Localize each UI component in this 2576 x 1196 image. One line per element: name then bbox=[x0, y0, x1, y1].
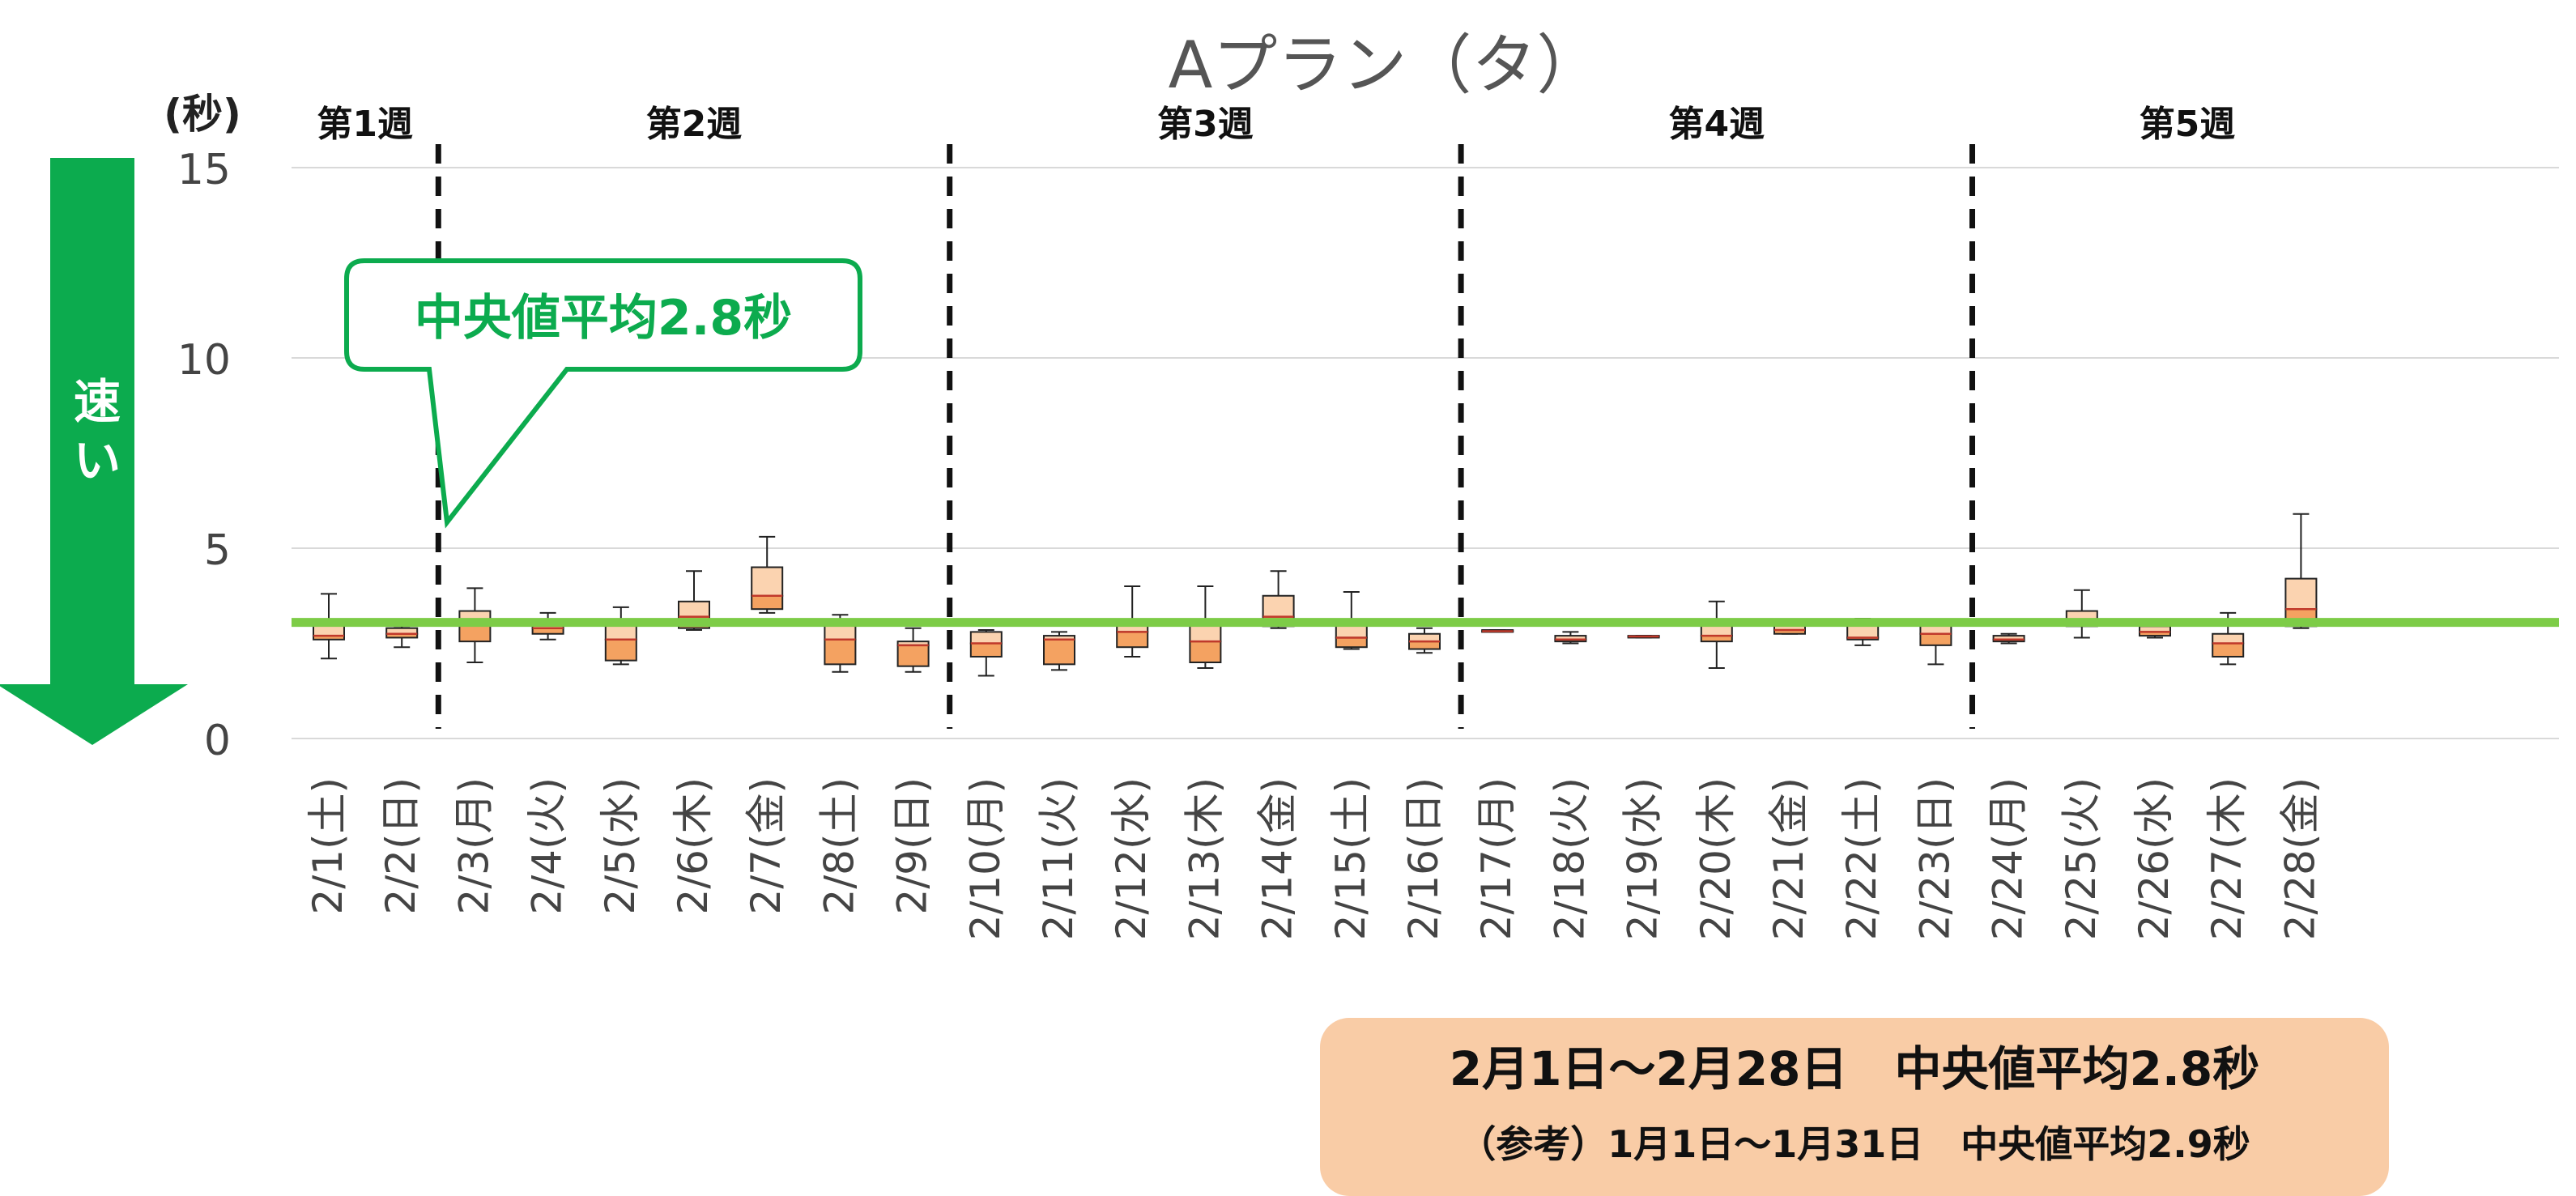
box-plot-item bbox=[1554, 631, 1587, 645]
week-label: 第2週 bbox=[646, 104, 743, 145]
speed-arrow-icon bbox=[0, 158, 188, 745]
chart-title: Aプラン（タ） bbox=[1169, 28, 1602, 103]
box-lower-quartile bbox=[1189, 641, 1222, 664]
box-lower-quartile bbox=[824, 638, 857, 666]
box-lower-quartile bbox=[1919, 632, 1952, 646]
x-tick-label: 2/13(木) bbox=[1181, 777, 1228, 940]
x-tick-label: 2/27(木) bbox=[2203, 777, 2250, 940]
x-tick-label: 2/17(月) bbox=[1473, 777, 1520, 940]
x-tick-label: 2/10(月) bbox=[962, 777, 1009, 940]
box-upper-quartile bbox=[678, 600, 710, 618]
speed-label-char: い bbox=[73, 432, 121, 488]
week-dividers: 第1週 第2週 第3週 第4週 第5週 bbox=[317, 104, 2235, 729]
x-tick-label: 2/12(水) bbox=[1108, 777, 1155, 940]
y-axis-tick-labels: 0 5 10 15 bbox=[177, 146, 231, 765]
x-tick-label: 2/19(水) bbox=[1620, 777, 1667, 940]
box-lower-quartile bbox=[969, 642, 1003, 658]
x-tick-label: 2/14(金) bbox=[1254, 777, 1301, 940]
box-upper-quartile bbox=[969, 631, 1003, 645]
box-plot-item bbox=[1992, 632, 2025, 645]
x-tick-label: 2/1(土) bbox=[304, 777, 351, 914]
x-tick-label: 2/18(火) bbox=[1546, 777, 1593, 940]
week-label: 第1週 bbox=[317, 104, 413, 145]
box-plot-item bbox=[1408, 627, 1441, 654]
x-tick-label: 2/9(日) bbox=[889, 777, 936, 914]
box-plot-item bbox=[2065, 589, 2098, 639]
x-axis-tick-labels: 2/1(土) 2/2(日) 2/3(月) 2/4(火) 2/5(水) 2/6(木) 2/7(… bbox=[304, 777, 2323, 940]
box-plot-item bbox=[604, 606, 637, 666]
y-tick-label: 15 bbox=[177, 146, 231, 194]
box-series bbox=[313, 513, 2318, 677]
x-tick-label: 2/7(金) bbox=[743, 777, 790, 914]
box-plot-item bbox=[385, 625, 419, 649]
x-tick-label: 2/20(木) bbox=[1692, 777, 1739, 940]
x-tick-label: 2/11(火) bbox=[1035, 777, 1082, 940]
box-lower-quartile bbox=[1116, 631, 1149, 649]
x-tick-label: 2/26(水) bbox=[2131, 777, 2178, 940]
summary-reference-text: （参考）1月1日～1月31日 中央値平均2.9秒 bbox=[1458, 1122, 2250, 1166]
box-plot-item bbox=[1189, 585, 1222, 670]
y-tick-label: 0 bbox=[204, 717, 231, 765]
x-tick-label: 2/8(土) bbox=[815, 777, 862, 914]
summary-main-text: 2月1日～2月28日 中央値平均2.8秒 bbox=[1449, 1041, 2260, 1096]
box-lower-quartile bbox=[896, 644, 930, 667]
x-tick-label: 2/25(火) bbox=[2058, 777, 2105, 940]
box-upper-quartile bbox=[1262, 594, 1295, 618]
box-plot-item bbox=[751, 535, 784, 614]
box-plot-item bbox=[1043, 631, 1075, 671]
x-tick-label: 2/16(日) bbox=[1400, 777, 1447, 940]
box-lower-quartile bbox=[2212, 642, 2245, 658]
box-plot-item bbox=[1700, 600, 1733, 670]
speed-label-char: 速 bbox=[73, 374, 121, 429]
x-tick-label: 2/21(金) bbox=[1765, 777, 1812, 940]
callout-bubble bbox=[344, 258, 862, 529]
speed-arrow-label: 速 い bbox=[57, 372, 138, 490]
box-plot-item bbox=[969, 629, 1003, 677]
x-tick-label: 2/23(日) bbox=[1911, 777, 1958, 940]
box-plot-item bbox=[2284, 513, 2318, 629]
week-label: 第5週 bbox=[2140, 104, 2236, 145]
box-upper-quartile bbox=[751, 566, 784, 597]
box-lower-quartile bbox=[604, 638, 637, 662]
box-lower-quartile bbox=[1043, 638, 1075, 666]
box-plot-item bbox=[1919, 621, 1952, 666]
x-tick-label: 2/15(土) bbox=[1327, 777, 1374, 940]
y-tick-label: 10 bbox=[177, 336, 231, 385]
box-lower-quartile bbox=[1408, 641, 1441, 650]
box-plot-item bbox=[1627, 635, 1660, 639]
x-tick-label: 2/3(月) bbox=[450, 777, 497, 914]
box-upper-quartile bbox=[2284, 577, 2318, 611]
x-tick-label: 2/6(木) bbox=[670, 777, 717, 914]
x-tick-label: 2/24(月) bbox=[1985, 777, 2032, 940]
x-tick-label: 2/5(水) bbox=[597, 777, 644, 914]
summary-box: 2月1日～2月28日 中央値平均2.8秒 （参考）1月1日～1月31日 中央値平… bbox=[1320, 1018, 2389, 1196]
week-label: 第4週 bbox=[1668, 104, 1765, 145]
box-lower-quartile bbox=[751, 594, 784, 611]
week-label: 第3週 bbox=[1157, 104, 1254, 145]
box-upper-quartile bbox=[1408, 632, 1441, 643]
x-tick-label: 2/4(火) bbox=[524, 777, 571, 914]
x-tick-label: 2/2(日) bbox=[377, 777, 424, 914]
y-axis-unit-label: (秒) bbox=[164, 91, 241, 138]
box-plot-item bbox=[896, 627, 930, 673]
box-lower-quartile bbox=[1335, 636, 1368, 649]
x-tick-label: 2/22(土) bbox=[1838, 777, 1885, 940]
y-tick-label: 5 bbox=[204, 526, 231, 575]
box-plot-item bbox=[1481, 629, 1514, 633]
x-tick-label: 2/28(金) bbox=[2276, 777, 2323, 940]
box-upper-quartile bbox=[2212, 632, 2245, 645]
box-plot-item bbox=[2139, 625, 2171, 639]
callout-text: 中央値平均2.8秒 bbox=[414, 290, 793, 347]
